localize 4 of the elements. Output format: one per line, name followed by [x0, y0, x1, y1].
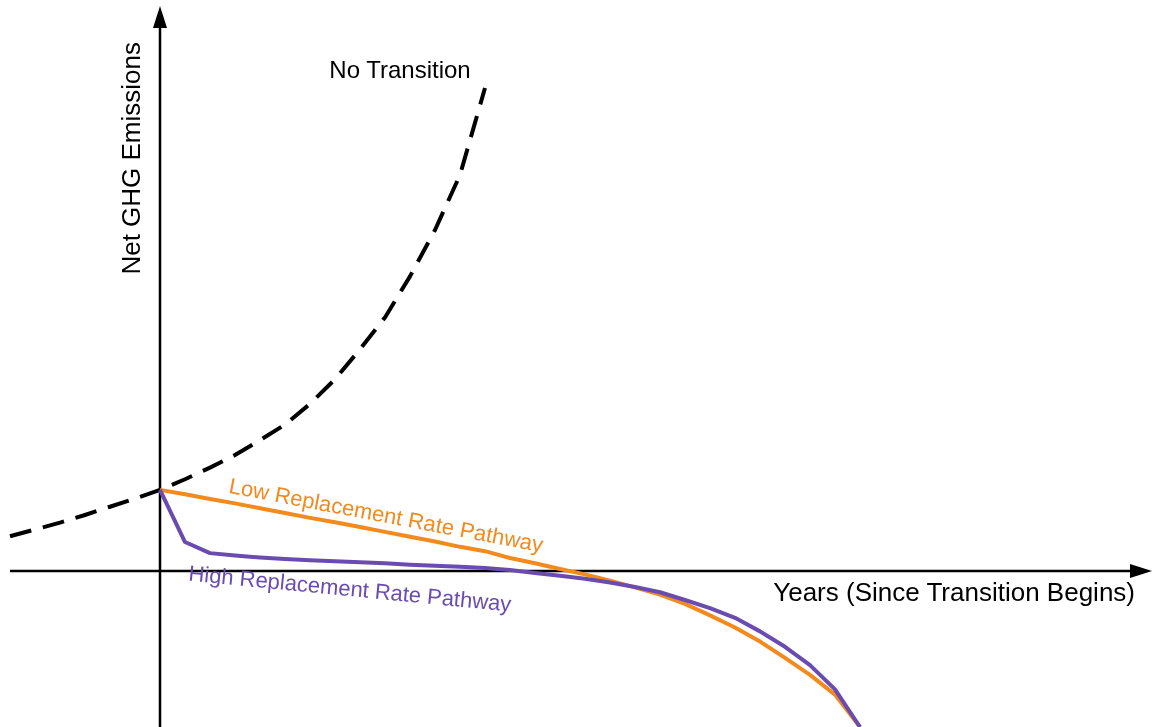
x-axis-title: Years (Since Transition Begins)	[773, 576, 1135, 607]
text: High Replacement Rate Pathway	[187, 560, 513, 617]
series-label: No Transition	[329, 56, 471, 83]
y-axis-title: Net GHG Emissions	[116, 42, 146, 275]
